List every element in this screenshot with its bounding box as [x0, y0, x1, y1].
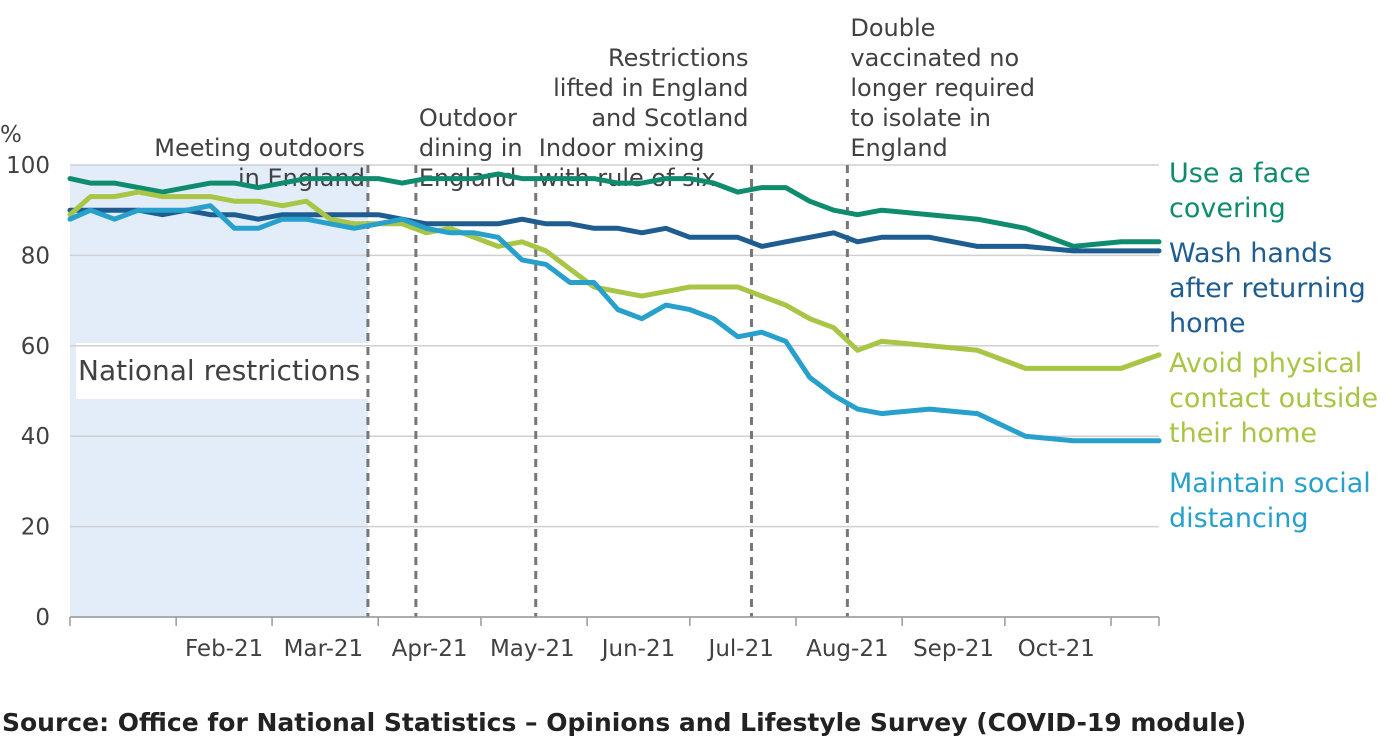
- event-label-line: Restrictions: [608, 44, 748, 72]
- x-tick-label: Feb-21: [185, 636, 263, 662]
- x-tick-label: Aug-21: [806, 636, 888, 662]
- event-label-line: longer required: [850, 74, 1035, 102]
- series-label-line: Use a face: [1169, 158, 1311, 189]
- x-axis: Feb-21 Mar-21 Apr-21 May-21 Jun-21 Jul-21 Aug-…: [69, 616, 1160, 662]
- event-label: Double vaccinated no longer required to iso…: [850, 14, 1035, 162]
- y-axis: 0 20 40 60 80 100: [6, 153, 50, 631]
- event-label: Restrictions lifted in England and Scotlan…: [553, 44, 748, 132]
- series-labels: Use a face covering Wash hands after return…: [1169, 158, 1378, 534]
- y-tick-label: 60: [21, 334, 50, 360]
- y-tick-label: 80: [21, 243, 50, 269]
- series-lines: [67, 171, 1162, 444]
- event-label: Outdoor dining in England: [419, 104, 523, 192]
- series-label-line: home: [1169, 308, 1246, 339]
- y-tick-label: 20: [21, 515, 50, 541]
- event-label-line: England: [850, 134, 947, 162]
- series-label: Use a face covering: [1169, 158, 1311, 224]
- event-label-line: Meeting outdoors: [154, 134, 365, 162]
- shaded-region-label-box: [76, 343, 368, 399]
- national-restrictions-region: National restrictions: [70, 165, 368, 617]
- y-tick-label: 100: [6, 153, 50, 179]
- x-tick-label: Jul-21: [707, 636, 774, 662]
- y-tick-label: 0: [35, 605, 50, 631]
- series-label-line: after returning: [1169, 273, 1366, 304]
- x-tick-label: Oct-21: [1018, 636, 1095, 662]
- y-axis-unit: %: [0, 122, 22, 148]
- series-line: [67, 203, 1162, 444]
- series-label: Wash hands after returning home: [1169, 238, 1366, 339]
- series-line: [67, 171, 1162, 249]
- series-label-line: Maintain social: [1169, 468, 1371, 499]
- series-label-line: Wash hands: [1169, 238, 1332, 269]
- event-label-line: to isolate in: [850, 104, 991, 132]
- event-label-line: lifted in England: [553, 74, 748, 102]
- series-label-line: distancing: [1169, 503, 1309, 534]
- event-label-line: Indoor mixing: [539, 134, 705, 162]
- event-label-line: Double: [850, 14, 935, 42]
- series-label: Avoid physical contact outside their home: [1169, 348, 1378, 449]
- source-note: Source: Office for National Statistics –…: [2, 708, 1247, 737]
- shaded-region-label: National restrictions: [78, 354, 360, 387]
- y-tick-label: 40: [21, 424, 50, 450]
- series-line: [67, 189, 1162, 371]
- x-tick-label: Jun-21: [600, 636, 676, 662]
- x-tick-label: May-21: [490, 636, 575, 662]
- series-line: [67, 207, 1162, 254]
- event-label-line: Outdoor: [419, 104, 517, 132]
- event-label-line: vaccinated no: [850, 44, 1019, 72]
- x-tick-label: Apr-21: [392, 636, 468, 662]
- x-tick-label: Sep-21: [913, 636, 994, 662]
- series-label-line: contact outside: [1169, 383, 1378, 414]
- series-label-line: their home: [1169, 418, 1317, 449]
- event-label-line: dining in: [419, 134, 523, 162]
- x-tick-label: Mar-21: [284, 636, 364, 662]
- event-label-line: and Scotland: [591, 104, 748, 132]
- series-label-line: Avoid physical: [1169, 348, 1362, 379]
- series-label-line: covering: [1169, 193, 1286, 224]
- series-label: Maintain social distancing: [1169, 468, 1371, 534]
